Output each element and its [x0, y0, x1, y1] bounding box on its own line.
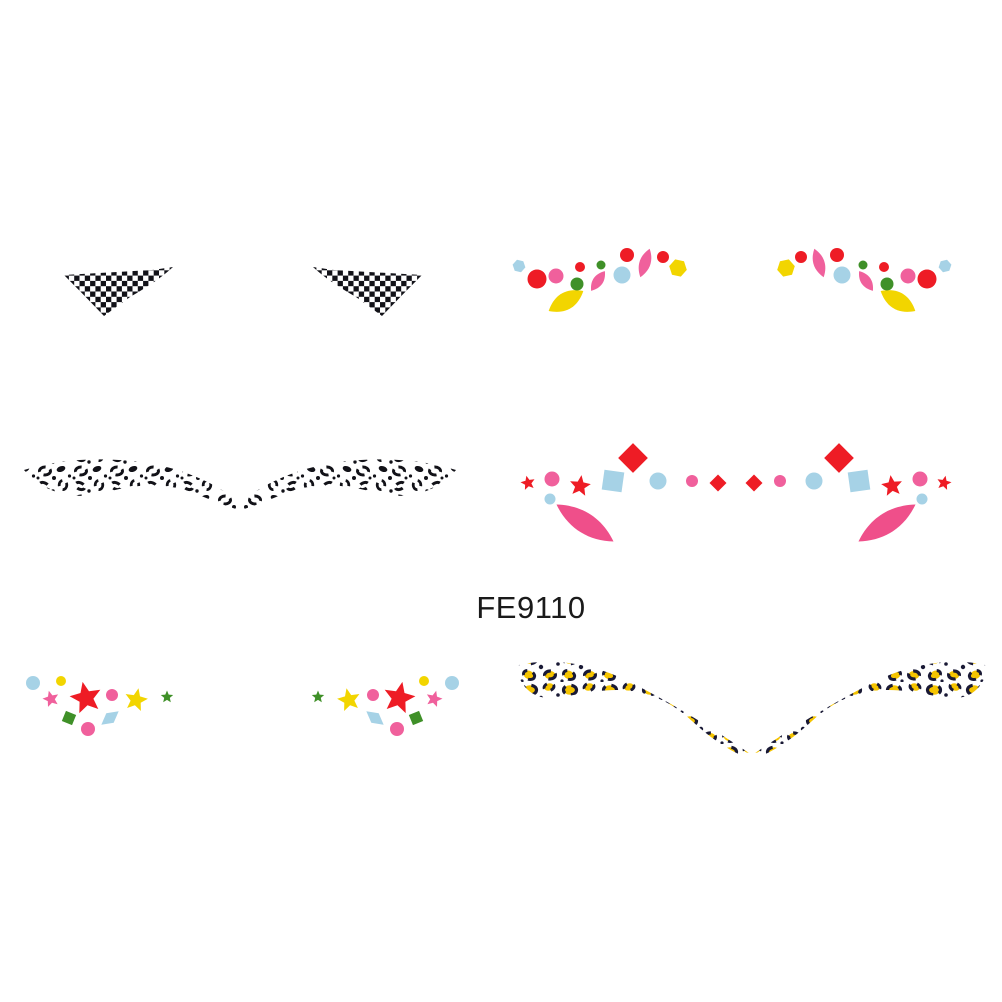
yellow-hexagon-sticker: [669, 259, 687, 277]
yellow-hexagon-sticker: [777, 259, 795, 277]
red-circle-sticker: [879, 262, 889, 272]
pink-leaf-sticker: [638, 248, 652, 278]
checker-triangle-sticker-pair-left: [64, 267, 173, 316]
leopard_yellow-patterned-shape: [755, 661, 986, 757]
red-square-sticker: [709, 474, 727, 492]
pink-circle-sticker: [390, 722, 404, 736]
light_blue-circle-sticker: [445, 676, 459, 690]
light_blue-circle-sticker: [833, 266, 851, 284]
red-circle-sticker: [575, 262, 585, 272]
green-square-sticker: [61, 710, 77, 726]
leopard-flick-sticker-pair-left: [518, 661, 749, 757]
confetti-dots-sticker-pair: [512, 248, 952, 312]
hot_pink-leaf-sticker: [556, 504, 614, 542]
red-circle-sticker: [657, 251, 669, 263]
leopard-flick-sticker-pair-right: [755, 661, 986, 757]
red-circle-sticker: [795, 251, 807, 263]
green-circle-sticker: [596, 260, 606, 270]
pink-circle-sticker: [900, 268, 916, 284]
green-star-sticker: [160, 690, 174, 703]
leopard_bw-patterned-shape: [240, 459, 456, 509]
red-square-sticker: [824, 443, 854, 473]
pink-circle-sticker: [106, 689, 118, 701]
yellow-circle-sticker: [56, 676, 66, 686]
hot_pink-leaf-sticker: [858, 504, 916, 542]
yellow-leaf-sticker: [548, 290, 584, 312]
pink-circle-sticker: [544, 471, 560, 487]
pink-star-sticker: [42, 690, 59, 707]
checker-patterned-shape: [64, 267, 173, 316]
red-star-sticker: [881, 475, 902, 496]
red-star-sticker: [384, 681, 416, 714]
leopard_bw-patterned-shape: [24, 459, 240, 509]
pink-star-sticker: [426, 690, 443, 707]
red-circle-sticker: [527, 269, 547, 289]
light_blue-hexagon-sticker: [938, 259, 952, 273]
light_blue-circle-sticker: [805, 472, 823, 490]
yellow-circle-sticker: [419, 676, 429, 686]
green-star-sticker: [311, 690, 325, 703]
checker-triangle-sticker-pair: [64, 267, 422, 316]
confetti-dots-sticker-pair-right: [777, 248, 952, 312]
pink-leaf-sticker: [590, 271, 606, 291]
leopard-flick-sticker-pair: [518, 661, 986, 757]
pink-circle-sticker: [548, 268, 564, 284]
pink-leaf-sticker: [812, 248, 826, 278]
leopard-wing-sticker-pair-right: [240, 459, 456, 509]
product-code-label: FE9110: [476, 590, 586, 625]
confetti-dots-sticker-pair-left: [512, 248, 687, 312]
light_blue-hexagon-sticker: [512, 259, 526, 273]
pink-circle-sticker: [774, 475, 786, 487]
red-star-sticker: [937, 475, 952, 490]
light_blue-rhombus-sticker: [101, 711, 119, 725]
stars-diamonds-sticker-pair-right: [745, 443, 952, 542]
leopard-wing-sticker-pair-left: [24, 459, 240, 509]
light_blue-circle-sticker: [649, 472, 667, 490]
red-square-sticker: [618, 443, 648, 473]
leopard-wing-sticker-pair: [24, 459, 456, 509]
star-cluster-sticker-pair-left: [26, 676, 174, 736]
leopard_yellow-patterned-shape: [518, 661, 749, 757]
light_blue-circle-sticker: [916, 493, 928, 505]
green-circle-sticker: [858, 260, 868, 270]
pink-circle-sticker: [81, 722, 95, 736]
red-star-sticker: [69, 681, 101, 714]
checker-triangle-sticker-pair-right: [313, 267, 422, 316]
red-circle-sticker: [830, 248, 844, 262]
stars-diamonds-sticker-pair: [520, 443, 952, 542]
light_blue-square-sticker: [847, 469, 871, 493]
light_blue-circle-sticker: [26, 676, 40, 690]
stars-diamonds-sticker-pair-left: [520, 443, 727, 542]
red-star-sticker: [520, 475, 535, 490]
red-circle-sticker: [620, 248, 634, 262]
light_blue-square-sticker: [601, 469, 625, 493]
pink-leaf-sticker: [858, 271, 874, 291]
light_blue-rhombus-sticker: [366, 711, 384, 725]
yellow-leaf-sticker: [880, 290, 916, 312]
star-cluster-sticker-pair-right: [311, 676, 459, 736]
pink-circle-sticker: [367, 689, 379, 701]
yellow-star-sticker: [125, 688, 148, 711]
pink-circle-sticker: [912, 471, 928, 487]
red-star-sticker: [570, 475, 591, 496]
light_blue-circle-sticker: [544, 493, 556, 505]
pink-circle-sticker: [686, 475, 698, 487]
green-circle-sticker: [570, 277, 584, 291]
checker-patterned-shape: [313, 267, 422, 316]
light_blue-circle-sticker: [613, 266, 631, 284]
star-cluster-sticker-pair: [26, 676, 459, 736]
red-circle-sticker: [917, 269, 937, 289]
green-square-sticker: [408, 710, 424, 726]
yellow-star-sticker: [337, 688, 360, 711]
green-circle-sticker: [880, 277, 894, 291]
red-square-sticker: [745, 474, 763, 492]
